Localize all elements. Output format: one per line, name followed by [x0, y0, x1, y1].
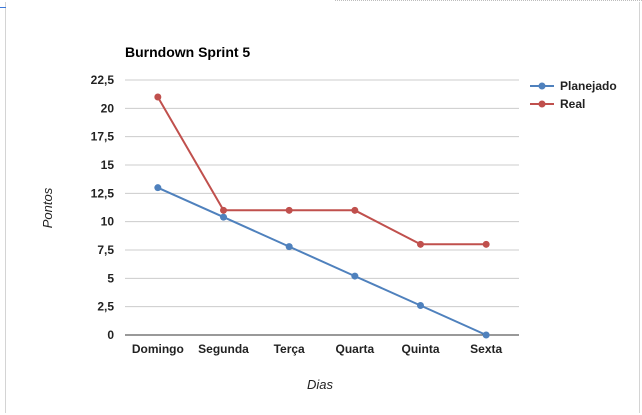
legend-label: Real [560, 97, 585, 111]
legend: Planejado Real [530, 79, 617, 111]
series-line [156, 96, 487, 246]
y-tick-label: 20 [101, 101, 115, 115]
y-tick-label: 10 [101, 215, 115, 229]
y-tick-label: 2,5 [97, 300, 114, 314]
y-tick-label: 17,5 [91, 130, 115, 144]
left-accent-line [0, 7, 6, 8]
y-tick-label: 12,5 [91, 186, 115, 200]
data-point [285, 243, 293, 251]
data-point [351, 272, 359, 280]
y-tick-labels: 0 2,5 5 7,5 10 12,5 15 17,5 20 22,5 [91, 73, 115, 342]
data-point [220, 206, 227, 214]
series-line [157, 186, 487, 336]
series [154, 93, 490, 339]
data-point [417, 240, 424, 248]
gridlines [125, 79, 519, 336]
data-point [482, 240, 490, 248]
series-planejado [154, 184, 490, 339]
x-tick-label: Quinta [402, 342, 440, 356]
data-point [482, 331, 490, 339]
top-dotted-border [335, 0, 642, 1]
legend-item: Planejado [530, 79, 617, 93]
x-tick-label: Sexta [470, 342, 502, 356]
y-tick-label: 22,5 [91, 73, 115, 87]
x-tick-label: Terça [274, 342, 305, 356]
chart-frame [5, 2, 640, 413]
x-tick-label: Quarta [335, 342, 374, 356]
data-point [154, 93, 162, 101]
data-point [154, 184, 162, 192]
y-tick-label: 7,5 [97, 243, 114, 257]
data-point [285, 206, 293, 214]
chart-title: Burndown Sprint 5 [125, 44, 250, 60]
x-axis-title: Dias [307, 377, 334, 392]
data-point [220, 213, 227, 221]
x-tick-labels: Domingo Segunda Terça Quarta Quinta Sexta [132, 342, 503, 356]
series-real [154, 93, 490, 248]
x-tick-label: Domingo [132, 342, 184, 356]
x-tick-label: Segunda [198, 342, 249, 356]
legend-label: Planejado [560, 79, 617, 93]
legend-swatch-marker [538, 100, 546, 108]
legend-swatch-marker [538, 82, 546, 90]
data-point [351, 206, 359, 214]
y-tick-label: 5 [107, 271, 114, 285]
data-point [417, 302, 424, 310]
y-tick-label: 15 [101, 158, 115, 172]
y-tick-label: 0 [107, 328, 114, 342]
y-axis-title: Pontos [40, 187, 55, 228]
legend-item: Real [530, 97, 585, 111]
